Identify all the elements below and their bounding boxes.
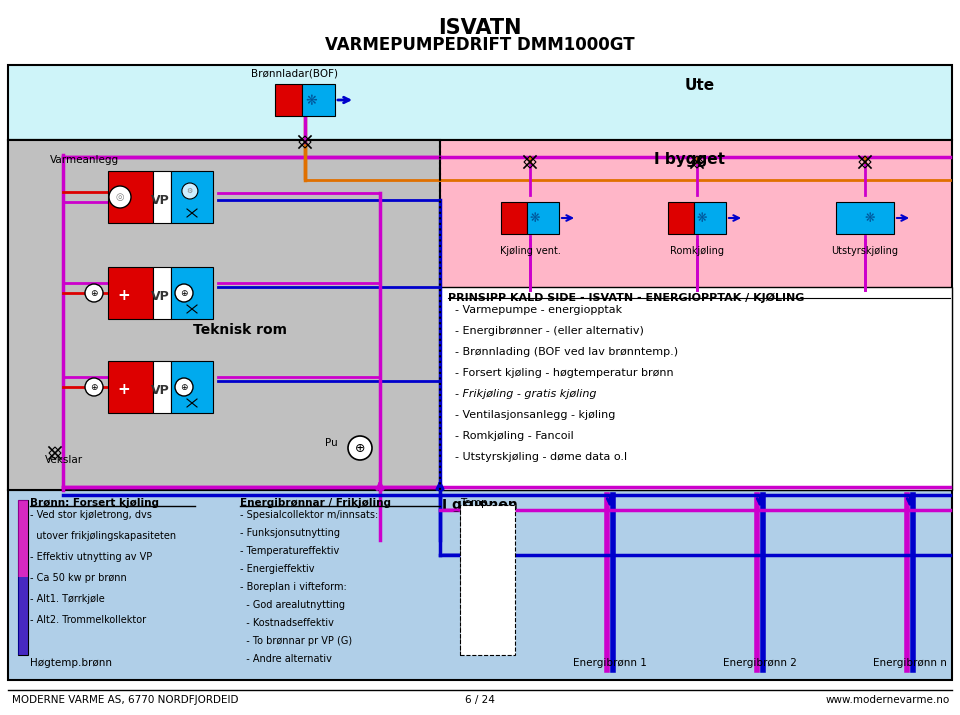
Text: MODERNE VARME AS, 6770 NORDFJORDEID: MODERNE VARME AS, 6770 NORDFJORDEID (12, 695, 238, 705)
Text: - Ventilasjonsanlegg - kjøling: - Ventilasjonsanlegg - kjøling (448, 410, 615, 420)
Circle shape (85, 284, 103, 302)
Text: ❋: ❋ (305, 94, 317, 108)
Bar (8, 65, 952, 140)
Text: VP: VP (151, 383, 169, 397)
Text: ISVATN: ISVATN (439, 18, 521, 38)
Bar (527, 202, 559, 234)
Circle shape (348, 436, 372, 460)
Text: - Alt1. Tørrkjøle: - Alt1. Tørrkjøle (30, 594, 105, 604)
Text: - Temperatureffektiv: - Temperatureffektiv (240, 546, 339, 556)
Text: Energibrønn 2: Energibrønn 2 (723, 658, 797, 668)
Text: - Brønnlading (BOF ved lav brønntemp.): - Brønnlading (BOF ved lav brønntemp.) (448, 347, 678, 357)
Bar (171, 361, 213, 413)
Bar (8, 490, 952, 680)
Text: - Andre alternativ: - Andre alternativ (240, 654, 332, 664)
Bar (836, 202, 894, 234)
Text: - Boreplan i vifteform:: - Boreplan i vifteform: (240, 582, 347, 592)
Text: VP: VP (151, 194, 169, 207)
Text: - To brønnar pr VP (G): - To brønnar pr VP (G) (240, 636, 352, 646)
Bar (154, 267, 171, 319)
Text: PRINSIPP KALD SIDE - ISVATN - ENERGIOPPTAK / KJØLING: PRINSIPP KALD SIDE - ISVATN - ENERGIOPPT… (448, 293, 804, 303)
Text: Vekslar: Vekslar (45, 455, 84, 465)
Bar (8, 140, 440, 490)
Text: ⊕: ⊕ (90, 288, 98, 297)
Text: Kjøling vent.: Kjøling vent. (499, 246, 561, 256)
Bar (18, 577, 28, 655)
Text: Utstyrskjøling: Utstyrskjøling (831, 246, 899, 256)
Text: Temp: Temp (460, 498, 488, 508)
Text: - Ved stor kjøletrong, dvs: - Ved stor kjøletrong, dvs (30, 510, 152, 520)
Bar (501, 202, 527, 234)
Text: Brønnladar(BOF): Brønnladar(BOF) (252, 68, 339, 78)
Text: - God arealutnytting: - God arealutnytting (240, 600, 345, 610)
Bar (8, 140, 952, 490)
Text: - Varmepumpe - energiopptak: - Varmepumpe - energiopptak (448, 305, 622, 315)
Text: Høgtemp.brønn: Høgtemp.brønn (30, 658, 112, 668)
Text: utover frikjølingskapasiteten: utover frikjølingskapasiteten (30, 531, 176, 541)
Text: Romkjøling: Romkjøling (670, 246, 724, 256)
Text: - Effektiv utnytting av VP: - Effektiv utnytting av VP (30, 552, 153, 562)
Bar (171, 267, 213, 319)
Circle shape (175, 284, 193, 302)
Bar (154, 171, 171, 223)
Text: +: + (117, 383, 131, 398)
Text: VP: VP (151, 290, 169, 302)
Bar (108, 171, 154, 223)
Text: ❋: ❋ (865, 212, 876, 225)
Text: ❋: ❋ (697, 212, 708, 225)
Text: - Energieffektiv: - Energieffektiv (240, 564, 315, 574)
Text: Pu: Pu (325, 438, 338, 448)
Text: ⊕: ⊕ (180, 288, 188, 297)
Bar (18, 500, 28, 655)
Text: I grunnen: I grunnen (443, 498, 517, 512)
Text: - Spesialcollektor m/innsats:: - Spesialcollektor m/innsats: (240, 510, 378, 520)
Text: ◎: ◎ (116, 192, 124, 202)
Text: - Forsert kjøling - høgtemperatur brønn: - Forsert kjøling - høgtemperatur brønn (448, 368, 674, 378)
Text: Teknisk rom: Teknisk rom (193, 323, 287, 337)
Bar (108, 361, 154, 413)
Text: - Utstyrskjøling - døme data o.l: - Utstyrskjøling - døme data o.l (448, 452, 627, 462)
Text: - Energibrønner - (eller alternativ): - Energibrønner - (eller alternativ) (448, 326, 644, 336)
Text: - Romkjøling - Fancoil: - Romkjøling - Fancoil (448, 431, 574, 441)
Text: - Frikjøling - gratis kjøling: - Frikjøling - gratis kjøling (448, 389, 596, 399)
Circle shape (85, 378, 103, 396)
Bar (668, 202, 694, 234)
Bar (694, 202, 726, 234)
Bar (440, 287, 952, 490)
Text: ⊕: ⊕ (90, 383, 98, 392)
Text: ⊕: ⊕ (180, 383, 188, 392)
Text: I bygget: I bygget (655, 152, 726, 167)
Text: - Ca 50 kw pr brønn: - Ca 50 kw pr brønn (30, 573, 127, 583)
Text: - Kostnadseffektiv: - Kostnadseffektiv (240, 618, 334, 628)
Circle shape (175, 378, 193, 396)
Text: Varmeanlegg: Varmeanlegg (50, 155, 119, 165)
Bar (154, 361, 171, 413)
Text: - Alt2. Trommelkollektor: - Alt2. Trommelkollektor (30, 615, 146, 625)
Text: Ute: Ute (684, 78, 715, 93)
Text: Energibrønn 1: Energibrønn 1 (573, 658, 647, 668)
Bar (18, 500, 28, 577)
Text: Energibrønnar / Frikjøling: Energibrønnar / Frikjøling (240, 498, 391, 508)
Text: Brønn: Forsert kjøling: Brønn: Forsert kjøling (30, 498, 159, 508)
Text: ❋: ❋ (530, 212, 540, 225)
Text: +: + (117, 192, 131, 207)
Text: ⚙: ⚙ (187, 188, 193, 194)
Text: - Funksjonsutnytting: - Funksjonsutnytting (240, 528, 340, 538)
Circle shape (181, 183, 198, 199)
Text: ⊕: ⊕ (355, 441, 365, 455)
Bar (108, 267, 154, 319)
Bar (275, 84, 302, 116)
Text: +: + (117, 288, 131, 303)
Text: Energibrønn n: Energibrønn n (873, 658, 947, 668)
Circle shape (109, 186, 131, 208)
Text: www.modernevarme.no: www.modernevarme.no (826, 695, 950, 705)
Text: VARMEPUMPEDRIFT DMM1000GT: VARMEPUMPEDRIFT DMM1000GT (325, 36, 635, 54)
Text: 6 / 24: 6 / 24 (465, 695, 495, 705)
Bar (302, 84, 335, 116)
Bar (460, 505, 515, 655)
Bar (171, 171, 213, 223)
